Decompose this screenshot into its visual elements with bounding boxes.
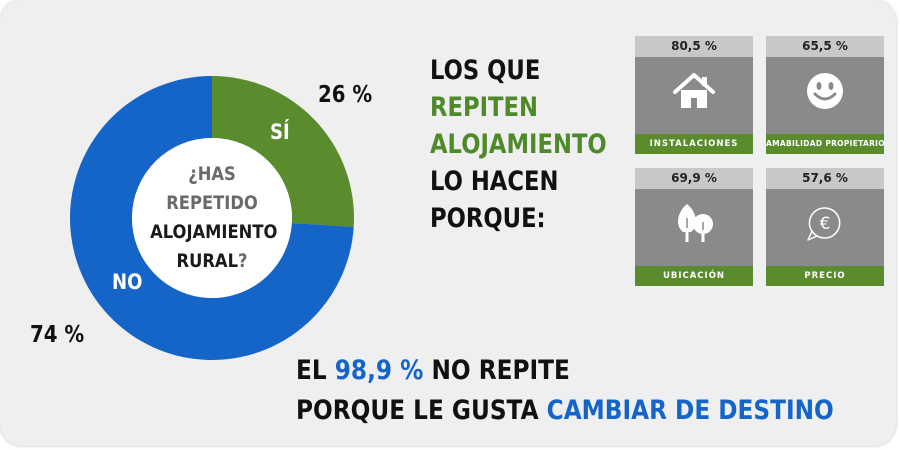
donut-slice-si [212, 76, 355, 227]
bottom-text: PORQUE LE GUSTA [296, 395, 547, 426]
slice-label-si: SÍ [270, 120, 290, 144]
no-percentage: 74 % [30, 322, 85, 348]
house-icon [669, 66, 719, 116]
headline-line-1: LOS QUE [430, 55, 541, 86]
bottom-highlight-destino: CAMBIAR DE DESTINO [546, 395, 834, 426]
bottom-line-2: PORQUE LE GUSTA CAMBIAR DE DESTINO [296, 395, 834, 426]
tile-ubicacion: 69,9 % UBICACIÓN [635, 168, 753, 286]
tile-label: UBICACIÓN [635, 266, 753, 286]
donut-center-question: ¿HAS REPETIDO ALOJAMIENTO RURAL? [150, 160, 278, 276]
tile-label: PRECIO [766, 266, 884, 286]
question-line-2: REPETIDO [166, 192, 258, 214]
svg-text:€: € [820, 214, 831, 234]
headline-line-3: ALOJAMIENTO [430, 129, 607, 160]
question-mark: ? [238, 250, 248, 272]
headline: LOS QUE REPITEN ALOJAMIENTO LO HACEN POR… [430, 52, 607, 237]
bottom-text: NO REPITE [423, 355, 570, 386]
tile-amabilidad: 65,5 % AMABILIDAD PROPIETARIO [766, 36, 885, 154]
slice-label-no: NO [112, 270, 143, 294]
tile-percentage: 69,9 % [635, 168, 753, 189]
tile-percentage: 80,5 % [635, 36, 753, 57]
bottom-line-1: EL 98,9 % NO REPITE [296, 355, 570, 386]
headline-line-2: REPITEN [430, 92, 538, 123]
donut-slice-no [69, 75, 354, 360]
question-line-1: ¿HAS [188, 163, 236, 185]
smiley-icon [800, 66, 850, 116]
tile-precio: 57,6 % € PRECIO [766, 168, 884, 286]
headline-line-5: PORQUE: [430, 203, 546, 234]
tile-label: INSTALACIONES [635, 134, 753, 154]
headline-line-4: LO HACEN [430, 166, 559, 197]
tree-icon [669, 198, 719, 248]
tile-percentage: 65,5 % [766, 36, 884, 57]
donut-hole [132, 138, 292, 298]
euro-icon: € [800, 198, 850, 248]
tile-instalaciones: 80,5 % INSTALACIONES [635, 36, 753, 154]
question-line-3: ALOJAMIENTO [150, 221, 278, 243]
question-line-4: RURAL? [150, 247, 274, 276]
yes-percentage: 26 % [318, 82, 373, 108]
tile-percentage: 57,6 % [766, 168, 884, 189]
tile-label: AMABILIDAD PROPIETARIO [766, 134, 885, 154]
question-word-rural: RURAL [176, 250, 239, 272]
bottom-text: EL [296, 355, 335, 386]
bottom-highlight-pct: 98,9 % [334, 355, 424, 386]
